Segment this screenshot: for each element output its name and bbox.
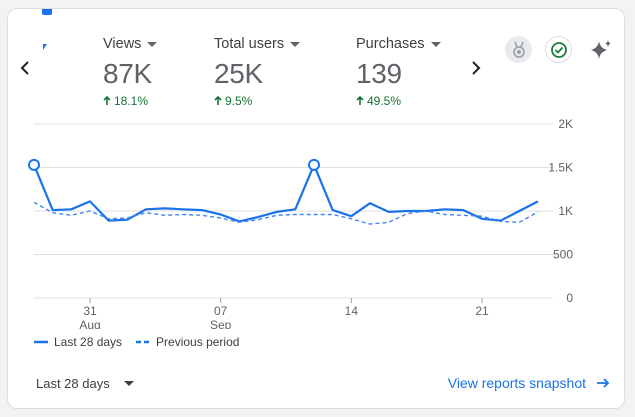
chevron-right-icon [472,61,481,75]
metric-views[interactable]: Views 87K 18.1% [103,35,158,108]
award-badge-icon [512,41,525,58]
legend-label-current: Last 28 days [54,335,123,349]
check-status-button[interactable] [545,36,572,63]
x-tick-month: Aug [79,318,100,329]
metric-change-value: 9.5% [225,94,253,108]
view-reports-snapshot-link[interactable]: View reports snapshot [448,375,610,391]
x-tick-day: 21 [475,304,489,318]
legend-solid-line-icon [34,340,48,344]
metric-change-value: 49.5% [367,94,402,108]
arrow-up-icon [356,96,364,105]
y-tick-label: 0 [566,291,573,305]
analytics-card: Views 87K 18.1% Total users 25K 9.5% Pur… [7,8,625,409]
metric-change: 9.5% [214,94,300,108]
dropdown-caret-icon [290,41,301,47]
series-line-current [32,163,539,223]
x-tick-day: 14 [345,304,359,318]
legend-item-current: Last 28 days [34,335,122,349]
award-badge-button[interactable] [505,36,532,63]
next-metrics-button[interactable] [465,55,487,81]
dropdown-caret-icon [430,41,441,47]
view-reports-snapshot-label: View reports snapshot [447,375,586,391]
metric-label: Views [103,36,142,52]
metric-total-users[interactable]: Total users 25K 9.5% [214,35,301,108]
sparkle-insights-icon [590,39,611,59]
check-circle-icon [550,41,567,58]
metric-change: 18.1% [103,94,157,108]
date-range-label: Last 28 days [36,376,110,391]
highlighted-point [28,158,40,171]
legend-dashed-line-icon [136,340,151,344]
metric-change-value: 18.1% [114,94,149,108]
highlighted-point [308,158,320,171]
metric-value: 25K [214,58,263,89]
series-line-previous [33,201,539,225]
date-range-select[interactable]: Last 28 days [36,376,134,391]
legend-item-previous: Previous period [136,335,239,349]
metric-value: 139 [356,58,402,89]
metric-label: Purchases [356,36,425,52]
chevron-left-icon [20,61,29,75]
arrow-up-icon [214,96,222,105]
dropdown-caret-icon [147,41,158,47]
metric-purchases[interactable]: Purchases 139 49.5% [356,35,441,108]
previous-metrics-button[interactable] [14,55,36,81]
y-tick-label: 500 [553,248,573,262]
metric-value: 87K [103,58,152,89]
x-tick-day: 07 [214,304,228,318]
metric-label: Total users [214,36,285,52]
x-tick-day: 31 [83,304,97,318]
arrow-right-icon [597,378,610,388]
metric-change: 49.5% [356,94,441,108]
insights-button[interactable] [587,36,614,63]
y-tick-label: 1.5K [548,161,573,175]
y-tick-label: 2K [558,117,573,131]
chart-legend: Last 28 days Previous period [34,335,253,349]
arrow-up-icon [103,96,111,105]
dropdown-caret-icon [123,381,134,386]
legend-label-previous: Previous period [156,335,240,349]
tab-indicator-icon [43,44,47,50]
y-tick-label: 1K [558,204,573,218]
top-accent [42,9,52,15]
x-tick-month: Sep [210,318,232,329]
